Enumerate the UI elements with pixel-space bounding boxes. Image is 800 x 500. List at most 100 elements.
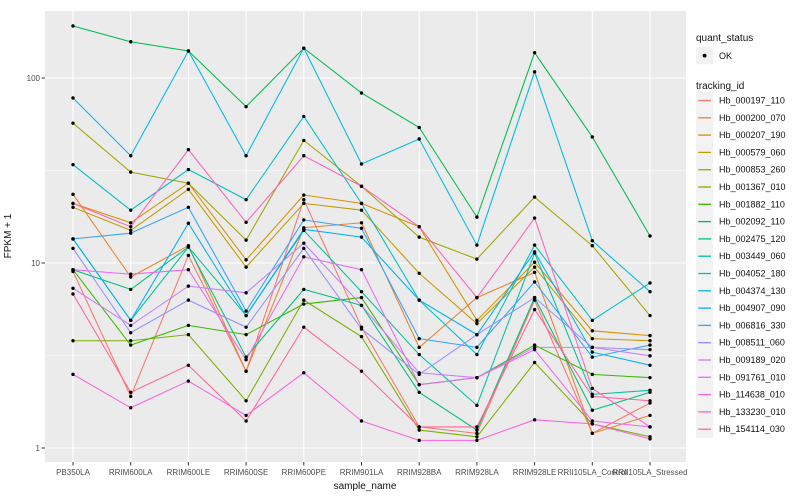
data-point	[590, 135, 594, 139]
data-point	[186, 187, 191, 192]
data-point	[129, 208, 133, 212]
data-point	[359, 369, 364, 373]
data-point	[302, 325, 306, 329]
data-point	[244, 355, 248, 359]
data-point	[244, 419, 248, 423]
data-point	[532, 345, 537, 350]
x-tick-label: RRIM901LA	[340, 468, 384, 477]
data-point	[417, 298, 421, 302]
legend-entry-label: Hb_002475_120	[719, 234, 786, 244]
legend-entry-label: Hb_004907_090	[719, 303, 786, 313]
data-point	[71, 246, 75, 251]
x-tick-label: RRII105LA_Stressed	[612, 468, 687, 477]
data-point	[475, 428, 479, 432]
data-point	[244, 369, 248, 373]
data-point	[417, 425, 421, 429]
legend-entry-label: Hb_004374_130	[719, 286, 786, 296]
y-axis: 100 10 1	[27, 74, 45, 453]
data-point	[648, 437, 652, 441]
data-point	[244, 358, 248, 362]
data-point	[417, 390, 421, 395]
data-point	[532, 295, 537, 300]
data-point	[186, 205, 191, 210]
data-point	[302, 114, 306, 119]
legend-entry-label: Hb_002092_110	[719, 217, 785, 227]
data-point	[186, 221, 191, 225]
data-point	[648, 399, 652, 403]
data-point	[475, 215, 479, 219]
legend-entry-label: Hb_009189_020	[719, 355, 786, 365]
legend-entry-label: Hb_006816_330	[719, 320, 786, 330]
legend-entry-label: Hb_000200_070	[719, 113, 786, 123]
data-point	[532, 307, 537, 312]
data-point	[359, 267, 364, 272]
data-point	[244, 332, 248, 337]
data-point	[359, 303, 364, 308]
data-point	[129, 394, 133, 399]
data-point	[475, 318, 479, 323]
data-point	[71, 121, 75, 125]
data-point	[302, 138, 306, 143]
legend-entry: Hb_002475_120	[696, 230, 786, 248]
data-point	[590, 238, 594, 243]
legend-entry: Hb_000579_060	[696, 143, 786, 162]
legend-tracking-entries: Hb_000197_110 Hb_000200_070 Hb_000207_190 H…	[696, 91, 786, 438]
data-point	[129, 343, 133, 347]
x-tick-label: RRIM928LA	[455, 468, 499, 477]
legend-entry: Hb_004907_090	[696, 299, 786, 317]
data-point	[244, 413, 248, 418]
data-point	[302, 218, 306, 222]
data-point	[417, 336, 421, 341]
legend-entry: Hb_002092_110	[696, 212, 785, 231]
data-point	[475, 438, 479, 443]
legend-entry: Hb_006816_330	[696, 316, 786, 335]
data-point	[129, 287, 133, 292]
data-point	[244, 399, 248, 403]
legend-entry: Hb_003449_060	[696, 247, 786, 265]
data-point	[302, 298, 306, 302]
data-point	[359, 235, 364, 239]
data-point	[129, 323, 133, 328]
legend-entry: Hb_004052_180	[696, 264, 786, 283]
data-point	[359, 162, 364, 166]
data-point	[590, 422, 594, 426]
legend-entry-label: Hb_114638_010	[719, 390, 785, 400]
data-point	[186, 181, 191, 185]
legend-entry-label: Hb_008511_060	[719, 338, 785, 348]
data-point	[475, 295, 479, 300]
data-point	[532, 347, 537, 352]
x-tick-label: RRII105LA_Control	[558, 468, 628, 477]
data-point	[648, 289, 652, 294]
data-point	[417, 345, 421, 350]
data-point	[590, 350, 594, 354]
data-point	[244, 197, 248, 202]
data-point	[129, 272, 133, 276]
data-point	[648, 343, 652, 347]
legend-entry-label: Hb_001882_110	[719, 199, 785, 209]
data-point	[590, 431, 594, 436]
data-point	[590, 419, 594, 423]
legend-entry: Hb_000197_110	[696, 91, 785, 110]
data-point	[129, 318, 133, 323]
data-point	[359, 201, 364, 206]
data-point	[302, 246, 306, 251]
data-point	[302, 201, 306, 206]
data-point	[359, 327, 364, 331]
data-point	[590, 318, 594, 323]
data-point	[475, 425, 479, 429]
y-axis-title: FPKM + 1	[3, 213, 14, 258]
legend-entry: Hb_114638_010	[696, 385, 785, 404]
data-point	[129, 330, 133, 335]
data-point	[417, 125, 421, 130]
data-point	[302, 154, 306, 158]
legend-quant-status-title: quant_status	[696, 33, 753, 44]
data-point	[475, 332, 479, 337]
data-point	[417, 235, 421, 239]
data-point	[71, 192, 75, 197]
data-point	[359, 334, 364, 339]
data-point	[129, 406, 133, 410]
data-point	[129, 339, 133, 343]
data-point	[244, 309, 248, 313]
data-point	[359, 184, 364, 188]
data-point	[532, 280, 537, 284]
